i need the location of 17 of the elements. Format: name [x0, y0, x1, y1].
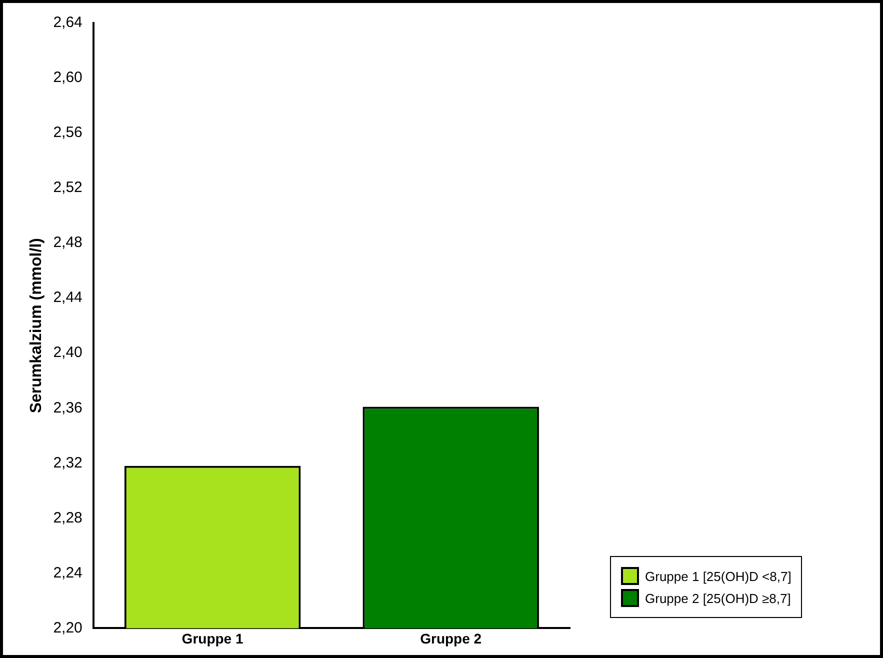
x-tick-label: Gruppe 1 — [182, 630, 244, 646]
y-tick-label: 2,32 — [53, 454, 82, 472]
legend-label: Gruppe 1 [25(OH)D <8,7] — [645, 568, 792, 584]
legend-label: Gruppe 2 [25(OH)D ≥8,7] — [645, 590, 791, 606]
y-tick-label: 2,64 — [53, 14, 82, 32]
y-tick-label: 2,20 — [53, 619, 82, 636]
y-tick-label: 2,56 — [53, 124, 82, 142]
y-tick-label: 2,28 — [53, 509, 82, 526]
y-tick-label: 2,36 — [53, 399, 82, 416]
y-tick-label: 2,44 — [53, 289, 82, 306]
y-tick-label: 2,24 — [53, 564, 82, 582]
x-tick-label: Gruppe 2 — [420, 630, 482, 646]
y-axis-title: Serumkalzium (mmol/l) — [28, 238, 46, 414]
y-tick-label: 2,52 — [53, 179, 82, 196]
y-tick-label: 2,48 — [53, 234, 82, 252]
y-tick-label: 2,40 — [53, 344, 82, 362]
y-tick-label: 2,60 — [53, 69, 82, 86]
